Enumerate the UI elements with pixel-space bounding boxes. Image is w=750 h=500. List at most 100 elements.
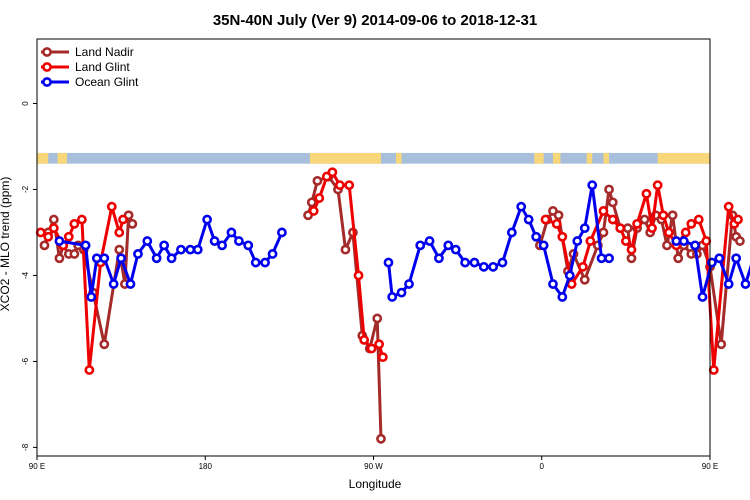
land-glint-point-1-10 <box>377 352 388 363</box>
series-land-nadir <box>39 171 745 444</box>
land-glint-point-0-4 <box>63 231 74 242</box>
land-glint-point-2-11 <box>632 218 642 229</box>
ocean-glint-point-0-12 <box>166 253 177 264</box>
legend-item-land-nadir: Land Nadir <box>41 45 134 59</box>
ocean-glint-point-1-4 <box>415 240 426 251</box>
y-tick-label-1: -2 <box>21 185 30 193</box>
legend-label-ocean-glint: Ocean Glint <box>75 75 139 89</box>
y-tick-label-3: -6 <box>21 357 30 365</box>
ocean-glint-point-1-16 <box>523 214 534 225</box>
ocean-glint-point-0-0 <box>54 236 65 246</box>
land-glint-point-2-15 <box>658 210 669 221</box>
land-glint-point-2-9 <box>620 236 631 246</box>
land-glint-point-1-6 <box>353 270 364 281</box>
land-glint-point-1-1 <box>314 193 325 203</box>
land-glint-line-1 <box>312 170 385 358</box>
ocean-glint-point-0-8 <box>133 249 143 259</box>
ocean-glint-point-0-1 <box>80 240 91 251</box>
ocean-glint-point-1-22 <box>572 236 583 246</box>
series-land-glint <box>35 167 743 375</box>
ocean-glint-point-0-23 <box>260 257 270 268</box>
land-glint-point-2-22 <box>708 365 719 375</box>
y-axis: 0 -2 -4 -6 -8 <box>21 101 37 451</box>
land-segment-1 <box>57 152 67 164</box>
ocean-glint-point-0-20 <box>233 236 244 246</box>
x-tick-label-2: 90 W <box>364 462 383 471</box>
land-nadir-point-0-14 <box>127 218 138 229</box>
land-segment-8 <box>657 152 710 164</box>
legend-item-ocean-glint: Ocean Glint <box>41 75 139 89</box>
land-glint-point-1-7 <box>359 335 370 345</box>
ocean-glint-point-1-10 <box>469 257 480 268</box>
land-glint-point-0-5 <box>69 218 80 229</box>
land-nadir-point-2-27 <box>716 339 727 350</box>
ocean-glint-point-2-7 <box>731 253 742 264</box>
series-layer <box>35 167 750 444</box>
ocean-glint-point-0-19 <box>226 227 237 238</box>
ocean-glint-point-0-3 <box>91 253 102 264</box>
ocean-glint-point-0-5 <box>108 279 119 289</box>
ocean-glint-point-0-24 <box>267 249 278 259</box>
ocean-glint-point-1-20 <box>557 292 568 302</box>
y-tick-label-0: 0 <box>21 101 30 106</box>
land-glint-point-0-7 <box>84 365 95 375</box>
ocean-glint-point-1-21 <box>564 270 575 281</box>
land-glint-point-0-9 <box>106 201 117 212</box>
ocean-glint-point-1-26 <box>604 253 614 264</box>
plot-frame <box>36 38 711 457</box>
land-nadir-point-0-6 <box>69 249 80 259</box>
ocean-glint-point-0-16 <box>202 214 213 225</box>
y-axis-label: XCO2 - MLO trend (ppm) <box>0 177 12 312</box>
ocean-glint-point-1-25 <box>596 253 607 264</box>
y-tick-label-4: -8 <box>21 443 30 451</box>
land-segment-0 <box>37 152 49 164</box>
ocean-glint-point-0-17 <box>209 236 220 246</box>
land-glint-point-2-25 <box>733 214 743 225</box>
land-glint-point-0-11 <box>118 214 128 225</box>
ocean-glint-point-0-11 <box>159 240 170 251</box>
land-nadir-point-0-2 <box>48 214 59 225</box>
ocean-glint-point-2-0 <box>671 236 682 246</box>
land-glint-point-2-14 <box>652 180 663 191</box>
ocean-glint-point-1-13 <box>497 257 508 268</box>
x-axis: 90 E 180 90 W 0 90 E <box>29 456 718 471</box>
ocean-glint-point-0-7 <box>125 279 136 289</box>
series-ocean-glint <box>54 180 750 302</box>
y-tick-label-2: -4 <box>21 271 30 279</box>
land-glint-point-2-4 <box>577 261 588 272</box>
land-nadir-point-2-21 <box>673 253 684 264</box>
ocean-glint-point-1-1 <box>387 292 398 302</box>
land-segment-7 <box>603 152 610 164</box>
legend-marker-ocean-glint <box>42 77 52 87</box>
ocean-glint-point-2-3 <box>697 292 708 302</box>
ocean-glint-point-2-4 <box>706 257 717 268</box>
land-segment-3 <box>395 152 402 164</box>
ocean-glint-point-1-14 <box>506 227 517 238</box>
ocean-glint-point-0-4 <box>99 253 110 264</box>
land-nadir-line-1 <box>306 175 383 439</box>
ocean-glint-point-1-19 <box>548 279 558 289</box>
ocean-glint-point-0-22 <box>250 257 261 268</box>
ocean-glint-point-1-7 <box>443 240 454 251</box>
land-nadir-point-2-12 <box>622 223 633 234</box>
land-glint-point-2-1 <box>551 218 562 229</box>
land-glint-point-2-12 <box>641 188 652 199</box>
land-glint-point-2-8 <box>615 223 626 234</box>
land-nadir-point-2-8 <box>598 227 609 238</box>
x-axis-label: Longitude <box>349 477 402 491</box>
land-nadir-point-2-30 <box>735 236 745 246</box>
ocean-glint-point-1-0 <box>383 257 394 268</box>
land-glint-point-0-10 <box>114 227 125 238</box>
legend-label-land-nadir: Land Nadir <box>75 45 134 59</box>
land-nadir-point-0-0 <box>39 240 50 251</box>
ocean-glint-point-0-2 <box>86 292 97 302</box>
x-tick-label-0: 90 E <box>29 462 45 471</box>
ocean-glint-point-0-15 <box>192 244 203 255</box>
land-nadir-point-2-19 <box>662 240 672 251</box>
legend-label-land-glint: Land Glint <box>75 60 130 74</box>
land-glint-point-2-23 <box>723 201 734 212</box>
land-ocean-strip <box>37 152 710 164</box>
ocean-glint-point-1-8 <box>450 244 461 255</box>
